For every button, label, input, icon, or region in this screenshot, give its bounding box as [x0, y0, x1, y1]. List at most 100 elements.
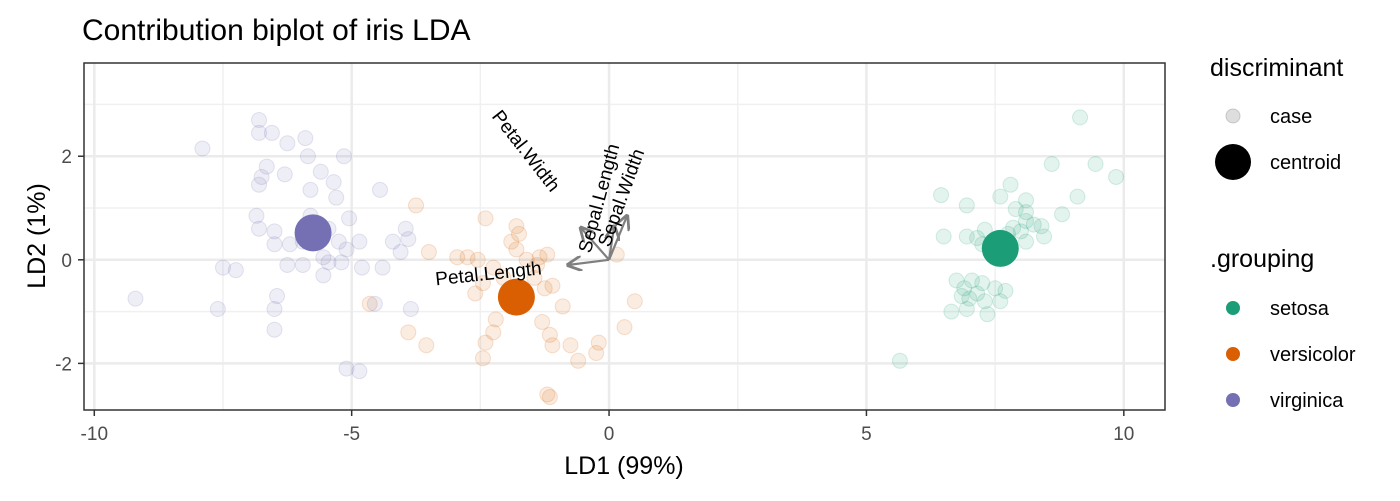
case-point-setosa	[1025, 216, 1042, 233]
case-point-setosa	[979, 306, 996, 323]
case-point-virginica	[294, 256, 311, 273]
plot-panel	[84, 63, 1165, 410]
y-tick-label: 0	[61, 251, 72, 272]
case-point-versicolor	[588, 345, 605, 362]
case-point-versicolor	[554, 298, 571, 315]
case-point-versicolor	[526, 269, 543, 286]
case-point-setosa	[1036, 228, 1053, 245]
case-point-virginica	[333, 254, 350, 271]
case-point-virginica	[335, 148, 352, 165]
case-point-virginica	[320, 254, 337, 271]
case-point-virginica	[266, 321, 283, 338]
x-tick-label: 10	[1113, 424, 1134, 445]
case-point-virginica	[251, 124, 268, 141]
case-point-setosa	[1012, 223, 1029, 240]
centroid-points	[294, 214, 1019, 316]
case-point-setosa	[958, 301, 975, 318]
case-point-setosa	[1069, 188, 1086, 205]
case-point-virginica	[397, 220, 414, 237]
case-point-virginica	[315, 249, 332, 266]
legend-label-virginica: virginica	[1270, 390, 1344, 412]
legend-key-versicolor	[1226, 347, 1240, 361]
case-point-versicolor	[487, 311, 504, 328]
case-point-virginica	[312, 163, 329, 180]
case-point-versicolor	[477, 210, 494, 227]
case-point-setosa	[891, 352, 908, 369]
case-point-setosa	[1018, 212, 1035, 229]
case-point-virginica	[251, 176, 268, 193]
case-point-versicolor	[510, 225, 527, 242]
case-point-versicolor	[508, 241, 525, 258]
case-point-virginica	[227, 262, 244, 279]
case-point-setosa	[958, 197, 975, 214]
case-point-virginica	[392, 244, 409, 261]
case-point-versicolor	[508, 218, 525, 235]
case-point-versicolor	[503, 233, 520, 250]
legend: discriminant case centroid .grouping setosa v…	[1210, 54, 1356, 412]
legend-key-case	[1225, 108, 1241, 124]
case-point-setosa	[1087, 155, 1104, 172]
case-point-versicolor	[536, 280, 553, 297]
case-point-virginica	[194, 140, 211, 157]
case-point-setosa	[958, 228, 975, 245]
arrow-petal-length	[568, 260, 610, 265]
case-point-setosa	[1033, 218, 1050, 235]
case-point-virginica	[338, 241, 355, 258]
case-point-virginica	[353, 259, 370, 276]
case-point-virginica	[248, 207, 265, 224]
case-point-virginica	[371, 181, 388, 198]
case-point-virginica	[338, 360, 355, 377]
case-point-virginica	[351, 233, 368, 250]
plot-border	[83, 62, 1166, 411]
y-tick-label: 2	[61, 147, 72, 168]
case-point-virginica	[315, 267, 332, 284]
case-point-virginica	[341, 210, 358, 227]
case-point-virginica	[253, 168, 270, 185]
case-point-setosa	[961, 290, 978, 307]
case-point-virginica	[366, 295, 383, 312]
case-point-virginica	[351, 363, 368, 380]
case-point-versicolor	[544, 337, 561, 354]
case-point-setosa	[992, 188, 1009, 205]
case-point-setosa	[1108, 168, 1125, 185]
case-point-versicolor	[562, 337, 579, 354]
case-point-versicolor	[474, 350, 491, 367]
legend-key-setosa	[1226, 301, 1240, 315]
case-point-virginica	[299, 148, 316, 165]
case-point-versicolor	[477, 334, 494, 351]
case-point-virginica	[297, 130, 314, 147]
case-point-virginica	[330, 233, 347, 250]
plot-background	[84, 63, 1165, 410]
case-point-versicolor	[400, 324, 417, 341]
x-tick-label: 5	[861, 424, 872, 445]
x-axis-label: LD1 (99%)	[564, 452, 684, 480]
case-point-versicolor	[541, 389, 558, 406]
case-point-setosa	[1018, 192, 1035, 209]
case-point-setosa	[943, 303, 960, 320]
arrow-sepal-length	[609, 226, 614, 260]
case-point-setosa	[948, 272, 965, 289]
case-point-setosa	[956, 280, 973, 297]
case-point-versicolor	[541, 326, 558, 343]
case-point-versicolor	[518, 251, 535, 268]
case-point-versicolor	[590, 334, 607, 351]
arrow-sepal-width	[608, 216, 627, 261]
case-point-versicolor	[420, 244, 437, 261]
legend-label-versicolor: versicolor	[1270, 344, 1356, 366]
case-point-setosa	[987, 280, 1004, 297]
case-point-virginica	[325, 174, 342, 191]
axes: -10 -5 0 5 10 -2 0 2	[55, 147, 1134, 445]
case-point-virginica	[251, 111, 268, 128]
centroid-setosa	[981, 229, 1019, 267]
case-point-setosa	[1072, 109, 1089, 126]
case-point-setosa	[935, 228, 952, 245]
case-point-setosa	[974, 275, 991, 292]
x-tick-label: -5	[343, 424, 360, 445]
centroid-virginica	[294, 214, 332, 252]
case-point-versicolor	[616, 319, 633, 336]
arrow-petal-width	[581, 228, 610, 261]
plot-frame	[83, 62, 1166, 411]
case-point-virginica	[281, 236, 298, 253]
legend-label-setosa: setosa	[1270, 298, 1330, 320]
